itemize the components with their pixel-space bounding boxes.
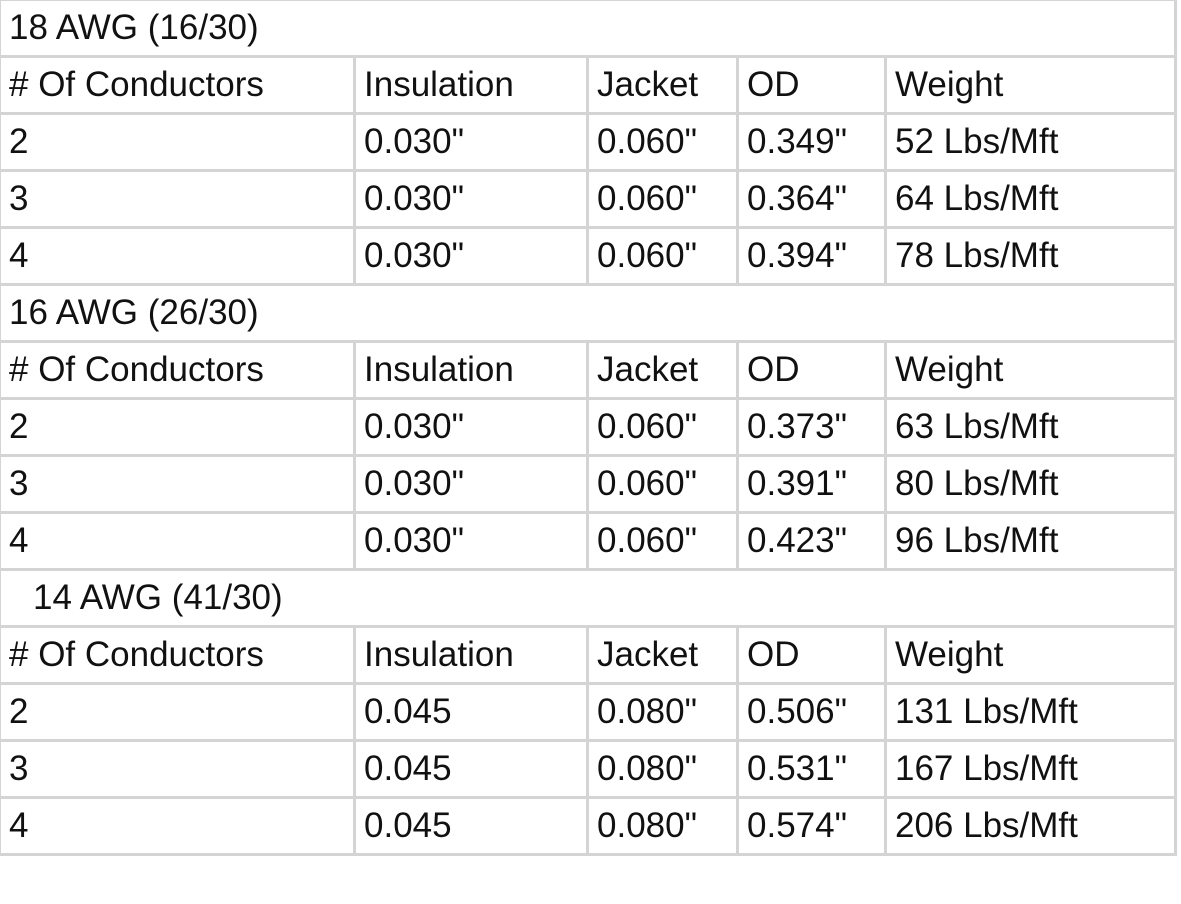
data-cell: 0.349" [736, 112, 887, 172]
data-cell: 0.060" [586, 454, 739, 514]
data-cell: 0.060" [586, 397, 739, 457]
data-cell: 0.506" [736, 682, 887, 742]
wire-spec-table: 18 AWG (16/30) # Of Conductors Insulation J… [0, 0, 1178, 856]
data-cell: 0.060" [586, 511, 739, 571]
data-cell: 0.394" [736, 226, 887, 286]
column-header: Insulation [353, 340, 589, 400]
data-cell: 4 [0, 796, 356, 856]
data-cell: 4 [0, 226, 356, 286]
section-title-row: 14 AWG (41/30) [0, 568, 1178, 628]
header-row: # Of Conductors Insulation Jacket OD Weight [0, 55, 1178, 115]
data-row: 2 0.045 0.080" 0.506" 131 Lbs/Mft [0, 682, 1178, 742]
column-header: OD [736, 625, 887, 685]
data-cell: 0.391" [736, 454, 887, 514]
data-cell: 206 Lbs/Mft [883, 796, 1178, 856]
data-cell: 0.030" [353, 226, 589, 286]
data-cell: 0.080" [586, 796, 739, 856]
data-cell: 2 [0, 397, 356, 457]
data-cell: 4 [0, 511, 356, 571]
column-header: Weight [883, 340, 1178, 400]
data-row: 4 0.030" 0.060" 0.394" 78 Lbs/Mft [0, 226, 1178, 286]
header-row: # Of Conductors Insulation Jacket OD Weight [0, 625, 1178, 685]
data-cell: 0.045 [353, 682, 589, 742]
section-title: 18 AWG (16/30) [0, 0, 1178, 58]
column-header: Insulation [353, 625, 589, 685]
section-title-row: 16 AWG (26/30) [0, 283, 1178, 343]
data-cell: 64 Lbs/Mft [883, 169, 1178, 229]
column-header: # Of Conductors [0, 340, 356, 400]
data-cell: 96 Lbs/Mft [883, 511, 1178, 571]
data-cell: 131 Lbs/Mft [883, 682, 1178, 742]
data-cell: 2 [0, 112, 356, 172]
data-cell: 78 Lbs/Mft [883, 226, 1178, 286]
section-title: 16 AWG (26/30) [0, 283, 1178, 343]
column-header: Jacket [586, 625, 739, 685]
header-row: # Of Conductors Insulation Jacket OD Weight [0, 340, 1178, 400]
data-cell: 3 [0, 739, 356, 799]
data-cell: 0.080" [586, 739, 739, 799]
data-cell: 3 [0, 454, 356, 514]
data-cell: 0.060" [586, 226, 739, 286]
data-cell: 0.060" [586, 112, 739, 172]
column-header: # Of Conductors [0, 55, 356, 115]
data-row: 4 0.045 0.080" 0.574" 206 Lbs/Mft [0, 796, 1178, 856]
data-cell: 0.373" [736, 397, 887, 457]
column-header: Weight [883, 55, 1178, 115]
section-title: 14 AWG (41/30) [0, 568, 1178, 628]
data-cell: 63 Lbs/Mft [883, 397, 1178, 457]
data-cell: 0.030" [353, 112, 589, 172]
data-cell: 0.364" [736, 169, 887, 229]
data-cell: 0.045 [353, 796, 589, 856]
data-row: 3 0.030" 0.060" 0.391" 80 Lbs/Mft [0, 454, 1178, 514]
data-row: 2 0.030" 0.060" 0.373" 63 Lbs/Mft [0, 397, 1178, 457]
data-cell: 0.574" [736, 796, 887, 856]
column-header: OD [736, 55, 887, 115]
data-cell: 52 Lbs/Mft [883, 112, 1178, 172]
column-header: OD [736, 340, 887, 400]
data-row: 2 0.030" 0.060" 0.349" 52 Lbs/Mft [0, 112, 1178, 172]
data-row: 4 0.030" 0.060" 0.423" 96 Lbs/Mft [0, 511, 1178, 571]
data-cell: 3 [0, 169, 356, 229]
column-header: # Of Conductors [0, 625, 356, 685]
data-cell: 0.030" [353, 397, 589, 457]
column-header: Jacket [586, 340, 739, 400]
column-header: Weight [883, 625, 1178, 685]
table-body: 18 AWG (16/30) # Of Conductors Insulation J… [0, 0, 1178, 856]
column-header: Insulation [353, 55, 589, 115]
data-cell: 0.531" [736, 739, 887, 799]
data-cell: 0.030" [353, 454, 589, 514]
data-cell: 0.030" [353, 169, 589, 229]
data-cell: 0.045 [353, 739, 589, 799]
data-cell: 0.080" [586, 682, 739, 742]
data-cell: 2 [0, 682, 356, 742]
data-row: 3 0.045 0.080" 0.531" 167 Lbs/Mft [0, 739, 1178, 799]
data-cell: 80 Lbs/Mft [883, 454, 1178, 514]
column-header: Jacket [586, 55, 739, 115]
data-cell: 0.060" [586, 169, 739, 229]
section-title-row: 18 AWG (16/30) [0, 0, 1178, 58]
data-cell: 167 Lbs/Mft [883, 739, 1178, 799]
data-cell: 0.030" [353, 511, 589, 571]
data-row: 3 0.030" 0.060" 0.364" 64 Lbs/Mft [0, 169, 1178, 229]
data-cell: 0.423" [736, 511, 887, 571]
